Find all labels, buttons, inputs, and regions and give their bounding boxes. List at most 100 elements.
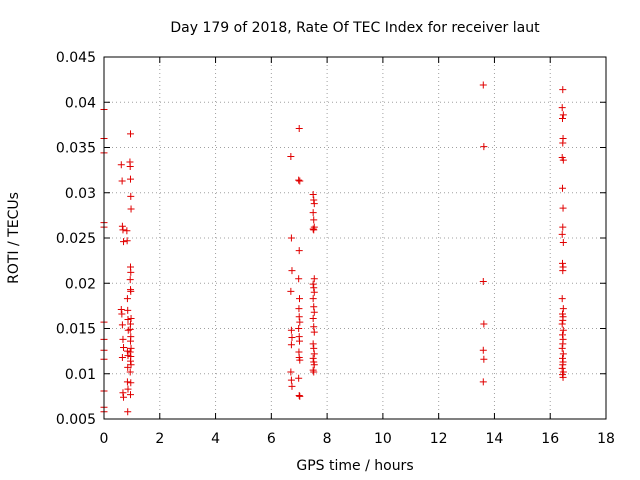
data-point — [295, 305, 303, 313]
data-point — [558, 344, 566, 352]
data-point — [479, 346, 487, 354]
data-point — [310, 196, 318, 204]
data-point — [119, 226, 127, 234]
data-point — [287, 326, 295, 334]
data-point — [126, 337, 134, 345]
data-point — [309, 354, 317, 362]
y-tick-label: 0.01 — [65, 367, 96, 383]
chart-title: Day 179 of 2018, Rate Of TEC Index for r… — [170, 20, 540, 36]
data-point — [126, 175, 134, 183]
data-point — [118, 310, 126, 318]
x-tick-label: 14 — [486, 431, 504, 447]
data-point — [559, 316, 567, 324]
data-point — [126, 357, 134, 365]
data-point — [559, 361, 567, 369]
data-point — [124, 315, 132, 323]
data-point — [559, 373, 567, 381]
x-tick-labels: 0 2 4 6 8 10 12 14 16 18 — [100, 431, 615, 447]
data-point — [124, 408, 132, 416]
data-point — [296, 392, 304, 400]
data-point — [296, 356, 304, 364]
data-point — [296, 295, 304, 303]
data-point — [287, 376, 295, 384]
y-tick-label: 0.04 — [65, 95, 96, 111]
data-point — [559, 350, 567, 358]
data-point — [479, 378, 487, 386]
x-tick-label: 6 — [267, 431, 276, 447]
data-point — [296, 177, 304, 185]
data-point — [310, 216, 318, 224]
data-point — [287, 287, 295, 295]
data-point — [123, 227, 131, 235]
data-point — [559, 139, 567, 147]
data-point — [558, 259, 566, 267]
data-point — [559, 204, 567, 212]
data-point — [126, 325, 134, 333]
data-point — [126, 276, 134, 284]
data-point — [117, 161, 125, 169]
y-tick-label: 0.035 — [56, 141, 96, 157]
data-point — [559, 326, 567, 334]
data-point — [310, 328, 318, 336]
data-point — [559, 267, 567, 275]
data-point — [296, 318, 304, 326]
data-point — [287, 368, 295, 376]
data-point — [295, 247, 303, 255]
data-point — [309, 225, 317, 233]
data-point — [479, 81, 487, 89]
data-point — [123, 378, 131, 386]
data-point — [310, 200, 318, 208]
data-point — [117, 305, 125, 313]
data-point — [127, 361, 135, 369]
data-point — [309, 340, 317, 348]
data-point — [127, 379, 135, 387]
data-point — [127, 315, 135, 323]
data-point — [559, 111, 567, 119]
data-point — [479, 277, 487, 285]
data-point — [118, 177, 126, 185]
data-point — [559, 239, 567, 247]
data-point — [127, 268, 135, 276]
data-point — [310, 226, 318, 234]
data-point — [310, 344, 318, 352]
data-point — [558, 331, 566, 339]
y-tick-label: 0.005 — [56, 412, 96, 428]
data-point — [295, 275, 303, 283]
data-point — [127, 344, 135, 352]
data-point — [120, 344, 128, 352]
data-point — [288, 334, 296, 342]
data-point — [126, 368, 134, 376]
data-point — [310, 275, 318, 283]
data-point — [118, 353, 126, 361]
data-point — [558, 320, 566, 328]
data-point — [296, 337, 304, 345]
x-tick-label: 12 — [430, 431, 448, 447]
data-point — [558, 104, 566, 112]
y-tick-label: 0.02 — [65, 276, 96, 292]
data-point — [310, 284, 318, 292]
data-point — [309, 295, 317, 303]
data-point — [559, 340, 567, 348]
data-point — [559, 86, 567, 94]
data-point — [119, 335, 127, 343]
data-point — [480, 320, 488, 328]
data-point — [287, 234, 295, 242]
data-point — [310, 288, 318, 296]
data-point — [310, 308, 318, 316]
data-point — [480, 355, 488, 363]
data-point — [126, 163, 134, 171]
data-point — [295, 391, 303, 399]
data-point — [295, 325, 303, 332]
data-point — [310, 323, 318, 331]
data-point — [309, 366, 317, 374]
data-point — [127, 192, 135, 200]
data-point — [309, 280, 317, 288]
data-point — [559, 305, 567, 313]
data-point — [558, 230, 566, 238]
data-point — [295, 313, 303, 321]
data-point — [118, 321, 126, 329]
x-tick-label: 16 — [541, 431, 559, 447]
data-point — [295, 374, 303, 382]
